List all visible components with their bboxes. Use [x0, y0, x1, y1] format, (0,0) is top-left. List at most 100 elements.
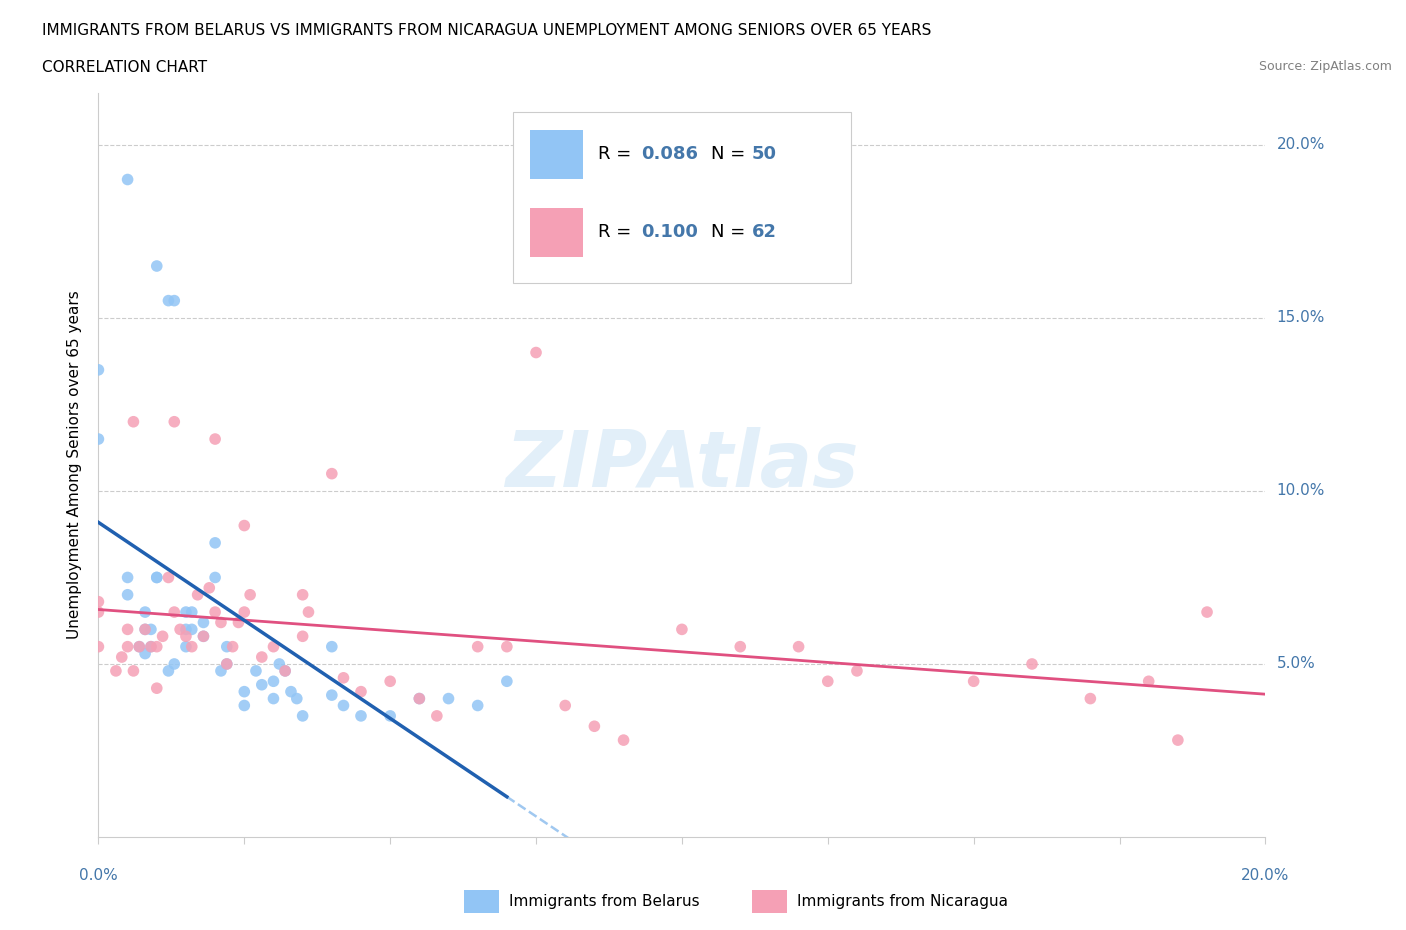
Point [117, 622, 139, 637]
Point [583, 719, 606, 734]
Point [163, 414, 186, 429]
Point [524, 345, 547, 360]
Point [122, 663, 145, 678]
Point [332, 671, 354, 685]
Point [1195, 604, 1218, 619]
Text: 50: 50 [752, 145, 778, 163]
Point [193, 629, 215, 644]
Point [134, 646, 156, 661]
Point [180, 622, 202, 637]
Point [157, 293, 180, 308]
Point [408, 691, 430, 706]
Point [187, 588, 209, 603]
Point [146, 570, 169, 585]
Text: 10.0%: 10.0% [1277, 484, 1324, 498]
Point [117, 570, 139, 585]
Text: R =: R = [598, 145, 637, 163]
Point [128, 639, 150, 654]
Point [221, 639, 243, 654]
Point [233, 604, 256, 619]
Point [671, 622, 693, 637]
Point [233, 684, 256, 699]
Point [128, 639, 150, 654]
Point [262, 639, 284, 654]
Point [87, 432, 110, 446]
Point [350, 684, 373, 699]
Point [321, 639, 343, 654]
Point [87, 604, 110, 619]
Point [245, 663, 267, 678]
Point [496, 639, 519, 654]
Point [817, 674, 839, 689]
Point [380, 709, 402, 724]
Point [262, 674, 284, 689]
Point [1137, 674, 1160, 689]
Point [174, 622, 197, 637]
Point [111, 650, 134, 665]
Point [163, 657, 186, 671]
Point [146, 681, 169, 696]
Point [467, 698, 489, 713]
Point [846, 663, 869, 678]
Point [117, 588, 139, 603]
Point [262, 691, 284, 706]
Text: 0.086: 0.086 [641, 145, 697, 163]
Point [1167, 733, 1189, 748]
Point [350, 709, 373, 724]
Point [554, 698, 576, 713]
Y-axis label: Unemployment Among Seniors over 65 years: Unemployment Among Seniors over 65 years [67, 291, 83, 640]
Text: 0.100: 0.100 [641, 223, 697, 241]
Point [139, 639, 162, 654]
Point [274, 663, 297, 678]
Point [139, 622, 162, 637]
Point [274, 663, 297, 678]
Point [174, 604, 197, 619]
Point [134, 622, 156, 637]
FancyBboxPatch shape [530, 208, 582, 257]
Point [152, 629, 174, 644]
FancyBboxPatch shape [513, 112, 851, 283]
Point [139, 639, 162, 654]
Point [467, 639, 489, 654]
Point [193, 615, 215, 630]
Point [163, 604, 186, 619]
Point [280, 684, 302, 699]
Point [87, 594, 110, 609]
Text: Source: ZipAtlas.com: Source: ZipAtlas.com [1258, 60, 1392, 73]
Point [157, 570, 180, 585]
Point [250, 650, 273, 665]
Point [730, 639, 752, 654]
Point [321, 687, 343, 702]
Text: N =: N = [711, 145, 751, 163]
Point [496, 674, 519, 689]
Point [134, 622, 156, 637]
Point [174, 629, 197, 644]
Point [204, 604, 226, 619]
FancyBboxPatch shape [530, 130, 582, 179]
Text: 0.0%: 0.0% [79, 868, 118, 883]
Point [146, 639, 169, 654]
Point [291, 709, 314, 724]
Point [1080, 691, 1102, 706]
Point [146, 259, 169, 273]
Point [1021, 657, 1043, 671]
Text: IMMIGRANTS FROM BELARUS VS IMMIGRANTS FROM NICARAGUA UNEMPLOYMENT AMONG SENIORS : IMMIGRANTS FROM BELARUS VS IMMIGRANTS FR… [42, 23, 932, 38]
Point [117, 172, 139, 187]
Point [962, 674, 984, 689]
Point [437, 691, 460, 706]
Point [291, 588, 314, 603]
Point [157, 663, 180, 678]
Text: 20.0%: 20.0% [1277, 138, 1324, 153]
Point [169, 622, 191, 637]
Point [297, 604, 319, 619]
Point [250, 677, 273, 692]
Point [180, 604, 202, 619]
Point [122, 414, 145, 429]
Point [239, 588, 262, 603]
Point [332, 698, 354, 713]
Text: ZIPAtlas: ZIPAtlas [505, 427, 859, 503]
Point [104, 663, 127, 678]
Point [408, 691, 430, 706]
Point [215, 639, 238, 654]
Point [380, 674, 402, 689]
